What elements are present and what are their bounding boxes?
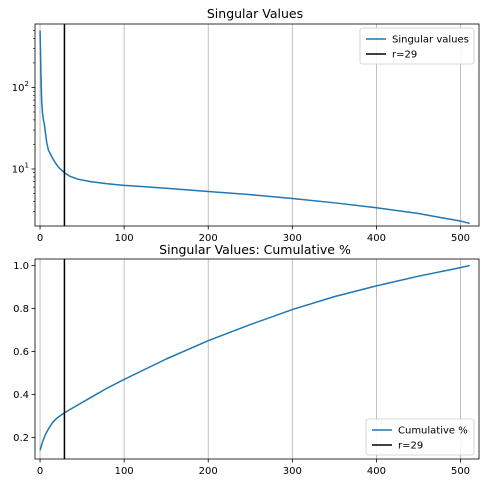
bottom-legend: Cumulative % r=29 xyxy=(365,418,475,456)
chart-bottom: Singular Values: Cumulative % 0 100 200 300… xyxy=(13,242,480,477)
top-y-tick-label: 102 xyxy=(12,80,29,94)
bottom-y-tick-label: 0.6 xyxy=(13,347,29,358)
bottom-x-tick-label: 300 xyxy=(283,466,302,477)
top-legend-label: Singular values xyxy=(392,35,469,46)
bottom-x-tick-label: 200 xyxy=(199,466,218,477)
top-x-tick-label: 400 xyxy=(367,233,386,244)
bottom-y-tick-label: 1.0 xyxy=(13,261,29,272)
top-x-tick-label: 200 xyxy=(199,233,218,244)
chart-top: Singular Values 0 100 200 300 400 500 101 102 Si… xyxy=(12,6,480,244)
bottom-y-tick-label: 0.4 xyxy=(13,390,29,401)
top-y-tick-label: 101 xyxy=(12,162,29,176)
bottom-x-tick-label: 0 xyxy=(37,466,43,477)
bottom-legend-box xyxy=(365,418,475,456)
bottom-x-tick-label: 100 xyxy=(115,466,134,477)
chart-bottom-title: Singular Values: Cumulative % xyxy=(159,242,351,257)
bottom-legend-label: r=29 xyxy=(398,441,423,452)
bottom-y-tick-label: 0.8 xyxy=(13,304,29,315)
chart-top-title: Singular Values xyxy=(207,6,303,21)
bottom-series-line xyxy=(39,264,470,451)
bottom-legend-label: Cumulative % xyxy=(398,426,468,437)
bottom-axes-frame xyxy=(34,258,480,460)
bottom-y-tick-label: 0.2 xyxy=(13,433,29,444)
top-legend-box xyxy=(359,27,475,65)
top-legend: Singular values r=29 xyxy=(359,27,475,65)
top-x-tick-label: 500 xyxy=(451,233,470,244)
top-x-tick-label: 0 xyxy=(37,233,43,244)
top-x-tick-label: 100 xyxy=(115,233,134,244)
bottom-x-tick-label: 500 xyxy=(451,466,470,477)
top-legend-label: r=29 xyxy=(392,50,417,61)
top-x-tick-label: 300 xyxy=(283,233,302,244)
bottom-x-tick-label: 400 xyxy=(367,466,386,477)
top-axes-frame xyxy=(34,23,480,227)
